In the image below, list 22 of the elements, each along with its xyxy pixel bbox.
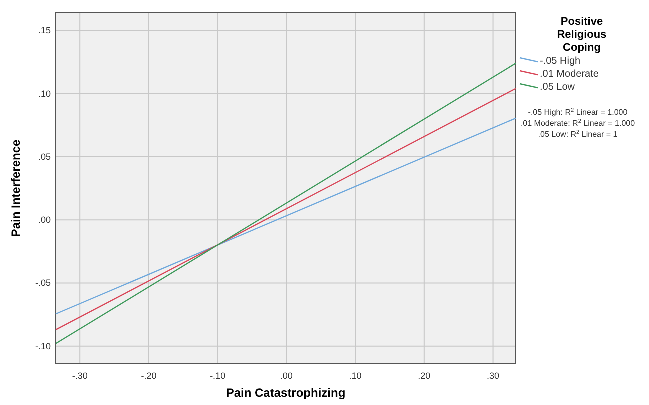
x-tick-label: .10 xyxy=(349,371,362,381)
legend-label: .05 Low xyxy=(540,82,576,93)
y-tick-label: .00 xyxy=(38,215,51,226)
legend-title: Positive Religious Coping xyxy=(557,16,607,54)
legend-label: .01 Moderate xyxy=(540,69,600,80)
x-tick-label: -.10 xyxy=(210,371,226,381)
x-axis-title: Pain Catastrophizing xyxy=(226,386,346,400)
text: -.05 High: R$^{2}$ Linear = 1.000 xyxy=(528,108,628,117)
legend-label: -.05 High xyxy=(540,56,581,67)
x-tick-label: .00 xyxy=(280,371,293,381)
text: .01 Moderate: R$^{2}$ Linear = 1.000 xyxy=(520,119,636,128)
x-tick-label: .30 xyxy=(487,371,500,381)
x-tick-label: -.20 xyxy=(141,371,157,381)
text: .05 Low: R$^{2}$ Linear = 1 xyxy=(538,130,618,139)
y-tick-label: -.10 xyxy=(35,341,51,352)
y-tick-label: -.05 xyxy=(35,278,51,288)
x-tick-label: .20 xyxy=(418,371,431,381)
y-tick-label: .05 xyxy=(38,152,51,162)
y-tick-label: .10 xyxy=(38,88,51,99)
y-tick-label: .15 xyxy=(38,26,51,36)
x-tick-label: -.30 xyxy=(72,371,88,381)
y-axis-title: Pain Interference xyxy=(9,139,23,238)
